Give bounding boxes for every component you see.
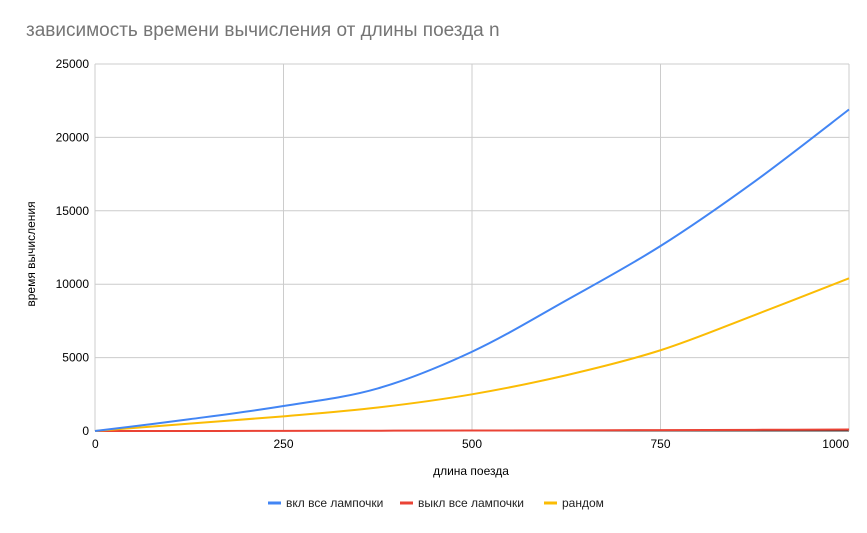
x-tick-label: 500 (462, 437, 482, 451)
y-tick-label: 10000 (56, 277, 90, 291)
series-lines (94, 108, 850, 432)
y-tick-label: 5000 (62, 351, 89, 365)
legend-label: вкл все лампочки (286, 496, 383, 510)
legend-label: рандом (562, 496, 604, 510)
series-line-3 (94, 277, 850, 432)
grid (94, 63, 850, 432)
x-tick-label: 1000 (822, 437, 849, 451)
y-tick-label: 25000 (56, 57, 90, 71)
x-tick-label: 0 (92, 437, 99, 451)
x-tick-label: 750 (650, 437, 670, 451)
legend: вкл все лампочки выкл все лампочки рандом (268, 496, 604, 510)
chart-title: зависимость времени вычисления от длины … (26, 20, 500, 41)
series-line-2 (94, 428, 850, 432)
y-axis-label: время вычисления (24, 201, 38, 306)
axis-ticks: 0 5000 10000 15000 20000 25000 0 250 500 750 1000 (56, 57, 850, 451)
x-axis-label: длина поезда (433, 464, 509, 478)
y-tick-label: 20000 (56, 130, 90, 144)
y-tick-label: 15000 (56, 204, 90, 218)
y-tick-label: 0 (82, 424, 89, 438)
legend-label: выкл все лампочки (418, 496, 524, 510)
x-tick-label: 250 (273, 437, 293, 451)
series-line-1 (94, 108, 850, 432)
